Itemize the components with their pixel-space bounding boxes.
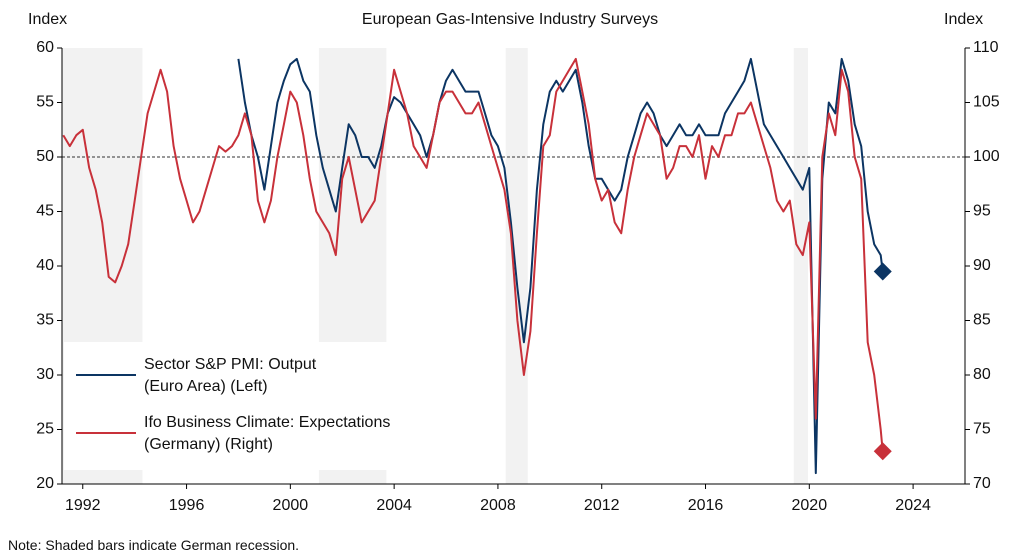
y2-axis-label: Index bbox=[944, 11, 983, 28]
x-tick-label: 1996 bbox=[169, 497, 205, 514]
x-tick-label: 2012 bbox=[584, 497, 620, 514]
y2-tick-label: 90 bbox=[973, 257, 991, 274]
end-marker bbox=[873, 442, 892, 461]
y2-tick-label: 80 bbox=[973, 366, 991, 383]
y-tick-label: 40 bbox=[36, 257, 54, 274]
y2-tick-label: 75 bbox=[973, 421, 991, 438]
chart-title: European Gas-Intensive Industry Surveys bbox=[362, 11, 658, 28]
legend-entry: Sector S&P PMI: Output (Euro Area) (Left… bbox=[64, 348, 504, 404]
y-axis-label: Index bbox=[28, 11, 67, 28]
x-tick-label: 2020 bbox=[792, 497, 828, 514]
y2-tick-label: 105 bbox=[973, 94, 1000, 111]
legend-label: Ifo Business Climate: Expectations (Germ… bbox=[144, 414, 391, 453]
y2-tick-label: 95 bbox=[973, 203, 991, 220]
legend-swatch bbox=[76, 432, 136, 434]
y2-tick-label: 110 bbox=[973, 39, 999, 56]
y2-tick-label: 100 bbox=[973, 148, 1000, 165]
legend: Sector S&P PMI: Output (Euro Area) (Left… bbox=[64, 342, 504, 470]
shaded-period bbox=[793, 48, 809, 484]
legend-entry: Ifo Business Climate: Expectations (Germ… bbox=[64, 406, 504, 462]
end-marker bbox=[873, 262, 892, 281]
y-tick-label: 35 bbox=[36, 312, 54, 329]
x-tick-label: 1992 bbox=[65, 497, 101, 514]
y-tick-label: 55 bbox=[36, 94, 54, 111]
y-tick-label: 45 bbox=[36, 203, 54, 220]
y-tick-label: 20 bbox=[36, 475, 54, 492]
x-tick-label: 2000 bbox=[273, 497, 309, 514]
x-tick-label: 2004 bbox=[376, 497, 412, 514]
legend-swatch bbox=[76, 374, 136, 376]
y-tick-label: 30 bbox=[36, 366, 54, 383]
series-line bbox=[62, 57, 884, 452]
series-line bbox=[237, 57, 884, 475]
x-tick-label: 2016 bbox=[688, 497, 724, 514]
y-tick-label: 25 bbox=[36, 421, 54, 438]
note: Note: Shaded bars indicate German recess… bbox=[8, 537, 300, 553]
x-tick-label: 2008 bbox=[480, 497, 516, 514]
y2-tick-label: 85 bbox=[973, 312, 991, 329]
legend-label: Sector S&P PMI: Output (Euro Area) (Left… bbox=[144, 356, 317, 395]
y2-tick-label: 70 bbox=[973, 475, 991, 492]
y-tick-label: 60 bbox=[36, 39, 54, 56]
shaded-period bbox=[505, 48, 528, 484]
y-tick-label: 50 bbox=[36, 148, 54, 165]
x-tick-label: 2024 bbox=[895, 497, 931, 514]
